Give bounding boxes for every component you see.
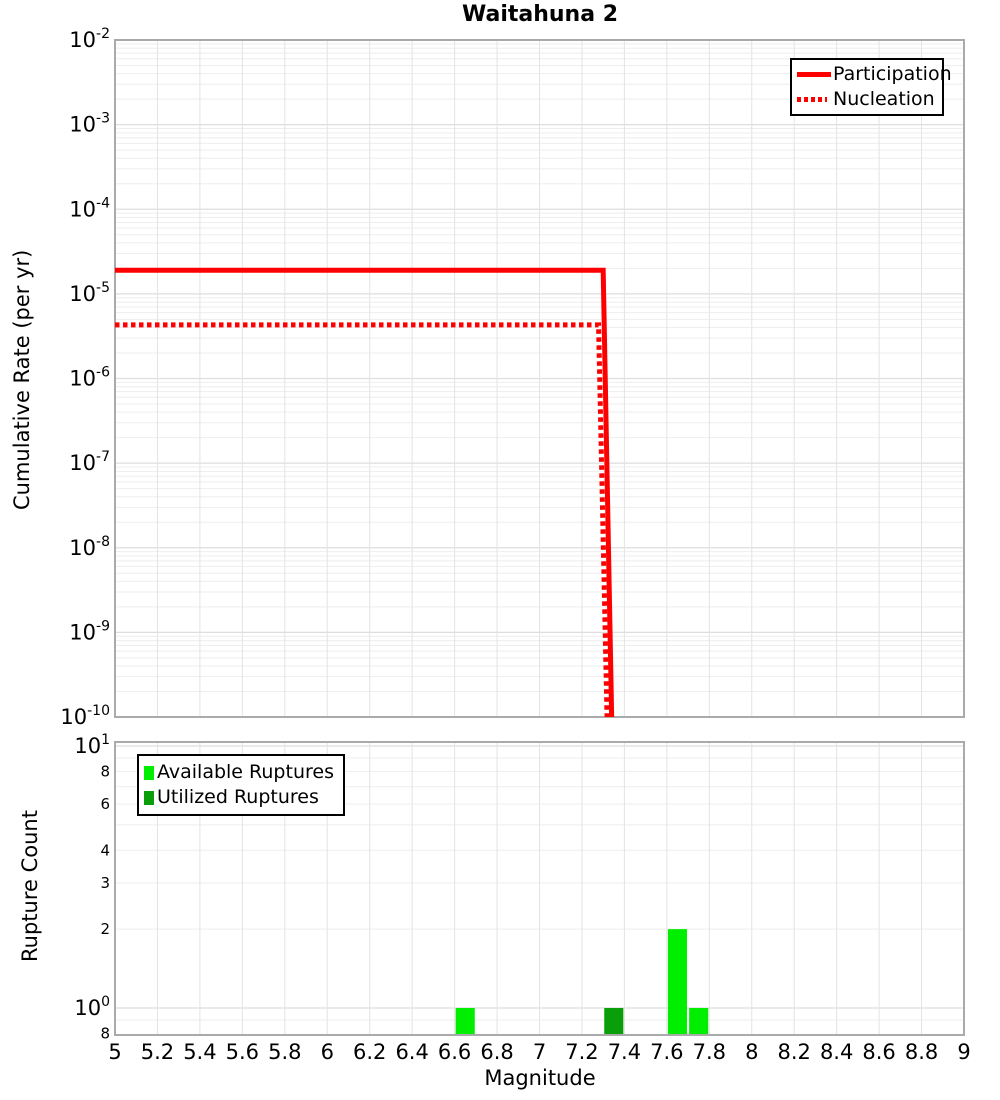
nucleation-label: Nucleation bbox=[833, 88, 935, 110]
top-y-tick-label: 10-10 bbox=[60, 703, 110, 729]
participation-line bbox=[115, 267, 615, 718]
legend-item-nucleation: Nucleation bbox=[797, 89, 937, 110]
x-tick-label: 7 bbox=[533, 1040, 546, 1064]
bottom-panel-border bbox=[114, 741, 965, 1036]
top-y-tick-label: 10-2 bbox=[69, 26, 110, 52]
x-tick-label: 5.6 bbox=[226, 1040, 259, 1064]
top-panel-border bbox=[114, 39, 965, 718]
bottom-y-major-tick-label: 100 bbox=[74, 994, 110, 1020]
top-y-tick-label: 10-3 bbox=[69, 111, 110, 137]
legend-item-participation: Participation bbox=[797, 64, 952, 85]
top-panel: 10-2 10-3 10-4 10-5 10-6 10-7 10-8 10-9 10-10 bbox=[60, 26, 965, 729]
legend-item-available: Available Ruptures bbox=[144, 762, 338, 783]
x-tick-label: 8.6 bbox=[862, 1040, 895, 1064]
x-tick-label: 9 bbox=[957, 1040, 970, 1064]
x-tick-label: 8.2 bbox=[777, 1040, 810, 1064]
x-tick-label: 6.2 bbox=[353, 1040, 386, 1064]
participation-label: Participation bbox=[833, 63, 952, 85]
nucleation-line bbox=[115, 322, 610, 718]
available-swatch bbox=[144, 765, 154, 780]
x-tick-label: 5.8 bbox=[268, 1040, 301, 1064]
bar-available-ruptures-m6.65 bbox=[455, 1008, 475, 1035]
x-tick-label: 6.8 bbox=[480, 1040, 513, 1064]
rate-legend: Participation Nucleation bbox=[790, 58, 952, 116]
nucleation-line-sample bbox=[797, 97, 827, 102]
x-tick-label: 7.4 bbox=[608, 1040, 641, 1064]
rupture-legend: Available Ruptures Utilized Ruptures bbox=[137, 754, 345, 816]
available-label: Available Ruptures bbox=[157, 761, 334, 783]
bar-utilized-ruptures-m7.35 bbox=[604, 1008, 624, 1035]
top-y-tick-label: 10-8 bbox=[69, 534, 110, 560]
x-tick-label: 8 bbox=[745, 1040, 758, 1064]
top-y-tick-label: 10-9 bbox=[69, 618, 110, 644]
x-tick-label: 5 bbox=[108, 1040, 121, 1064]
top-y-tick-label: 10-4 bbox=[69, 195, 110, 221]
x-tick-label: 8.8 bbox=[905, 1040, 938, 1064]
x-tick-label: 6.4 bbox=[395, 1040, 428, 1064]
bottom-y-minor-tick-label: 2 bbox=[100, 920, 110, 938]
top-y-tick-label: 10-6 bbox=[69, 365, 110, 391]
top-y-axis-title: Cumulative Rate (per yr) bbox=[10, 249, 34, 510]
x-tick-label: 5.4 bbox=[183, 1040, 216, 1064]
bottom-y-minor-tick-label: 6 bbox=[100, 795, 110, 813]
bottom-y-minor-tick-label: 4 bbox=[100, 841, 110, 859]
x-tick-label: 6.6 bbox=[438, 1040, 471, 1064]
top-y-tick-label: 10-7 bbox=[69, 449, 110, 475]
utilized-label: Utilized Ruptures bbox=[157, 786, 319, 808]
bottom-y-minor-tick-label: 3 bbox=[100, 874, 110, 892]
top-y-tick-label: 10-5 bbox=[69, 280, 110, 306]
x-tick-label: 7.6 bbox=[650, 1040, 683, 1064]
utilized-swatch bbox=[144, 790, 154, 805]
bottom-y-axis-title: Rupture Count bbox=[18, 810, 42, 962]
x-tick-label: 5.2 bbox=[141, 1040, 174, 1064]
x-tick-label: 8.4 bbox=[820, 1040, 853, 1064]
bottom-y-minor-tick-label: 8 bbox=[100, 762, 110, 780]
x-tick-label: 6 bbox=[321, 1040, 334, 1064]
bar-available-ruptures-m7.65 bbox=[667, 929, 688, 1035]
legend-item-utilized: Utilized Ruptures bbox=[144, 787, 338, 808]
x-axis-title: Magnitude bbox=[484, 1066, 596, 1090]
bar-available-ruptures-m7.75 bbox=[689, 1008, 709, 1035]
participation-line-sample bbox=[797, 72, 831, 77]
x-tick-label: 7.2 bbox=[565, 1040, 598, 1064]
chart-title: Waitahuna 2 bbox=[461, 2, 619, 27]
bottom-y-major-tick-label: 101 bbox=[74, 732, 110, 758]
bottom-y-minor-tick-label: 8 bbox=[100, 1024, 110, 1042]
x-tick-label: 7.8 bbox=[693, 1040, 726, 1064]
